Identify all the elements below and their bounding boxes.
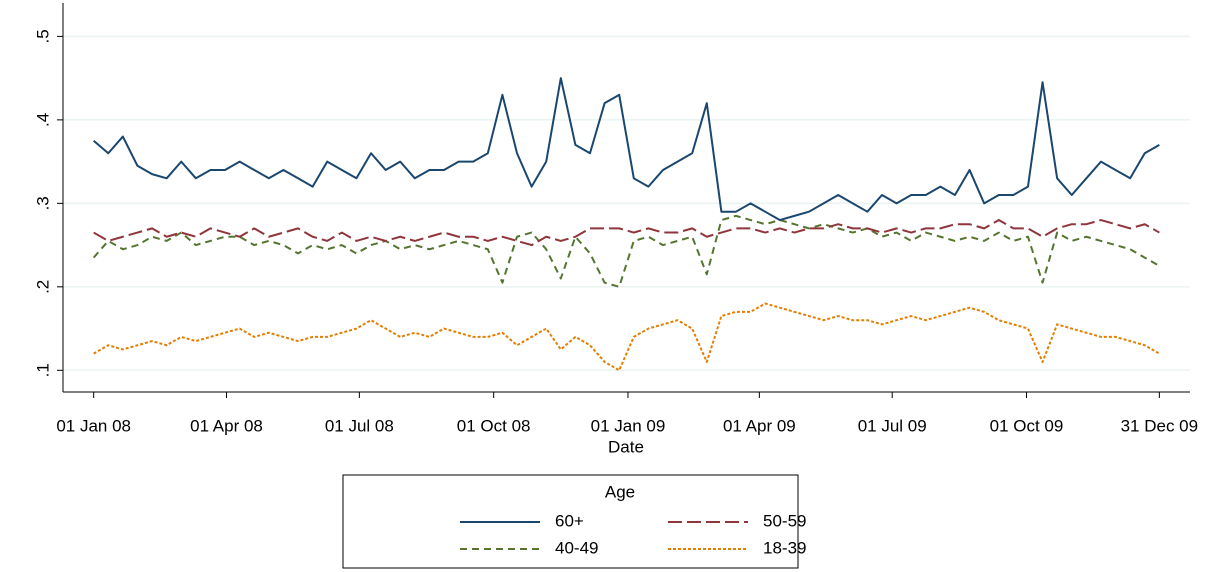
y-tick-label: .3 (33, 196, 52, 210)
legend-label: 40-49 (555, 538, 598, 557)
y-tick-label: .5 (33, 29, 52, 43)
x-tick-label: 01 Jan 09 (591, 416, 666, 435)
legend-title: Age (605, 482, 635, 501)
series-line (93, 302, 1160, 372)
legend-label: 60+ (555, 511, 584, 530)
x-tick-label: 01 Apr 09 (723, 416, 796, 435)
x-tick-label: 01 Jan 08 (56, 416, 131, 435)
x-tick-label: 01 Apr 08 (190, 416, 263, 435)
y-tick-label: .2 (33, 280, 52, 294)
legend-label: 18-39 (763, 538, 806, 557)
x-tick-label: 01 Jul 09 (858, 416, 927, 435)
y-tick-label: .1 (33, 363, 52, 377)
legend-label: 50-59 (763, 511, 806, 530)
x-tick-label: 01 Oct 08 (457, 416, 531, 435)
x-tick-label: 01 Oct 09 (990, 416, 1064, 435)
series-line (93, 77, 1160, 222)
legend-box (342, 474, 799, 569)
x-tick-label: 31 Dec 09 (1121, 416, 1199, 435)
x-axis-label: Date (608, 437, 644, 456)
y-tick-label: .4 (33, 113, 52, 127)
x-tick-label: 01 Jul 08 (325, 416, 394, 435)
series-line (93, 219, 1160, 247)
